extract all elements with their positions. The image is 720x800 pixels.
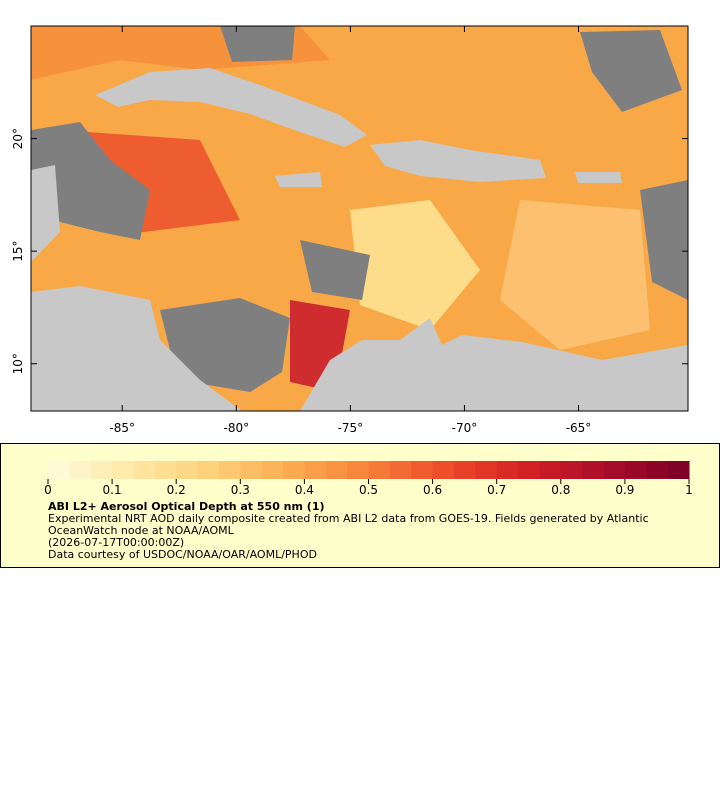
colorbar-tick-label: 0.4 — [295, 483, 314, 497]
colorbar-swatch — [539, 461, 562, 479]
colorbar-swatch — [154, 461, 177, 479]
colorbar-tick-label: 0.9 — [615, 483, 634, 497]
legend-title: ABI L2+ Aerosol Optical Depth at 550 nm … — [48, 500, 325, 513]
colorbar-tick-label: 0.7 — [487, 483, 506, 497]
colorbar-tick-label: 1 — [685, 483, 693, 497]
colorbar-swatch — [347, 461, 369, 479]
colorbar-swatch — [560, 461, 583, 479]
colorbar-swatch — [90, 461, 113, 479]
colorbar-swatch — [453, 461, 476, 479]
legend-text: ABI L2+ Aerosol Optical Depth at 550 nm … — [48, 501, 688, 561]
map: -85° -80° -75° -70° -65° 10° 15° 20° — [11, 25, 689, 435]
colorbar-swatch — [240, 461, 263, 479]
x-tick-label: -70° — [452, 421, 478, 435]
x-tick-label: -80° — [224, 421, 250, 435]
colorbar-tick-label: 0.1 — [103, 483, 122, 497]
colorbar-tick-label: 0.6 — [423, 483, 442, 497]
map-frame — [30, 25, 689, 412]
map-image — [31, 26, 688, 411]
colorbar-swatch — [496, 461, 519, 479]
colorbar-tick-label: 0 — [44, 483, 52, 497]
colorbar-swatch — [411, 461, 434, 479]
colorbar-swatch — [475, 461, 498, 479]
colorbar-swatch — [667, 461, 690, 479]
colorbar-tick-label: 0.3 — [231, 483, 250, 497]
colorbar-swatch — [624, 461, 647, 479]
colorbar-swatch — [69, 461, 92, 479]
y-tick-label: 10° — [11, 353, 25, 374]
colorbar-swatch — [48, 461, 70, 479]
colorbar-swatch — [176, 461, 199, 479]
colorbar: 0 0.1 0.2 0.3 0.4 0.5 0.6 0.7 0.8 0.9 1 — [44, 461, 693, 497]
y-tick-label: 15° — [11, 241, 25, 262]
colorbar-swatch — [646, 461, 669, 479]
legend-time: (2026-07-17T00:00:00Z) — [48, 536, 185, 549]
x-tick-label: -65° — [566, 421, 592, 435]
colorbar-swatch — [582, 461, 605, 479]
colorbar-swatch — [518, 461, 540, 479]
colorbar-swatch — [197, 461, 220, 479]
colorbar-tick-label: 0.5 — [359, 483, 378, 497]
colorbar-tick-label: 0.8 — [551, 483, 570, 497]
colorbar-swatch — [112, 461, 134, 479]
colorbar-swatch — [283, 461, 305, 479]
y-tick-label: 20° — [11, 128, 25, 149]
colorbar-swatch — [218, 461, 241, 479]
legend-credit: Data courtesy of USDOC/NOAA/OAR/AOML/PHO… — [48, 548, 317, 561]
colorbar-swatch — [133, 461, 156, 479]
colorbar-swatch — [432, 461, 455, 479]
x-tick-label: -75° — [338, 421, 364, 435]
colorbar-tick-label: 0.2 — [167, 483, 186, 497]
colorbar-swatch — [368, 461, 391, 479]
colorbar-swatch — [389, 461, 412, 479]
colorbar-swatch — [261, 461, 284, 479]
legend-description: Experimental NRT AOD daily composite cre… — [48, 512, 649, 537]
colorbar-swatch — [325, 461, 348, 479]
x-tick-label: -85° — [109, 421, 135, 435]
legend: 0 0.1 0.2 0.3 0.4 0.5 0.6 0.7 0.8 0.9 1 ABI L2+ Ae… — [0, 443, 720, 568]
colorbar-swatch — [304, 461, 327, 479]
colorbar-swatch — [603, 461, 626, 479]
